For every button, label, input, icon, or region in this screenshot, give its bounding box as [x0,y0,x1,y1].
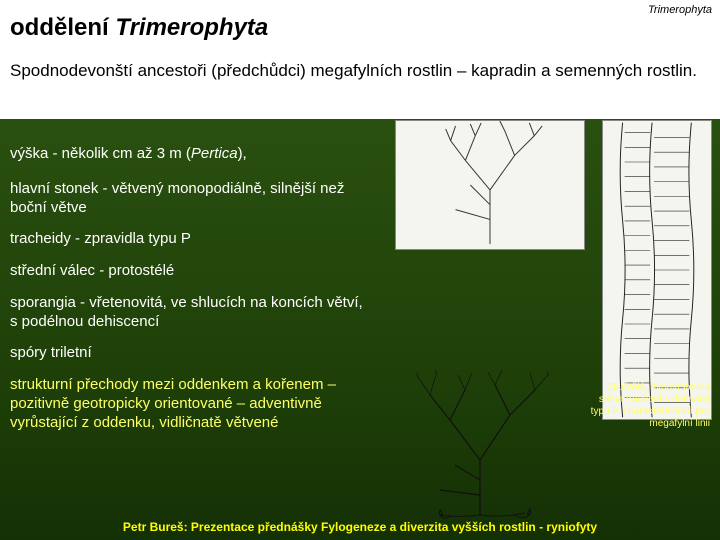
subtitle: Spodnodevonští ancestoři (předchůdci) me… [10,60,710,81]
illustration-tree-bottom [380,370,580,520]
illustration-plant-top [395,120,585,250]
p1-italic: Pertica [191,145,238,162]
para-structural: strukturní přechody mezi oddenkem a koře… [10,376,370,432]
para-tracheids: tracheidy - zpravidla typu P [10,230,370,249]
tree-sketch-icon [380,370,580,520]
para-height: výška - několik cm až 3 m (Pertica), [10,145,370,164]
plant-sketch-icon [396,121,584,249]
title-prefix: oddělení [10,14,115,41]
tracheid-sketch-icon [603,121,711,419]
para-stem: hlavní stonek - větvený monopodiálně, si… [10,180,370,218]
para-sporangia: sporangia - vřetenovitá, ve shlucích na … [10,294,370,332]
para-stele: střední válec - protostélé [10,262,370,281]
p1-pre: výška - několik cm až 3 m ( [10,145,191,162]
title-italic: Trimerophyta [115,14,268,41]
footer-credit: Petr Bureš: Prezentace přednášky Fylogen… [0,520,720,534]
p1-post: ), [238,145,247,162]
image-caption: Ztluštělá, dvouvrstevná stěna tracheid s… [580,382,710,430]
illustration-tracheid [602,120,712,420]
page-title: oddělení Trimerophyta [10,14,268,42]
para-spores: spóry triletní [10,344,370,363]
corner-label: Trimerophyta [648,4,712,16]
